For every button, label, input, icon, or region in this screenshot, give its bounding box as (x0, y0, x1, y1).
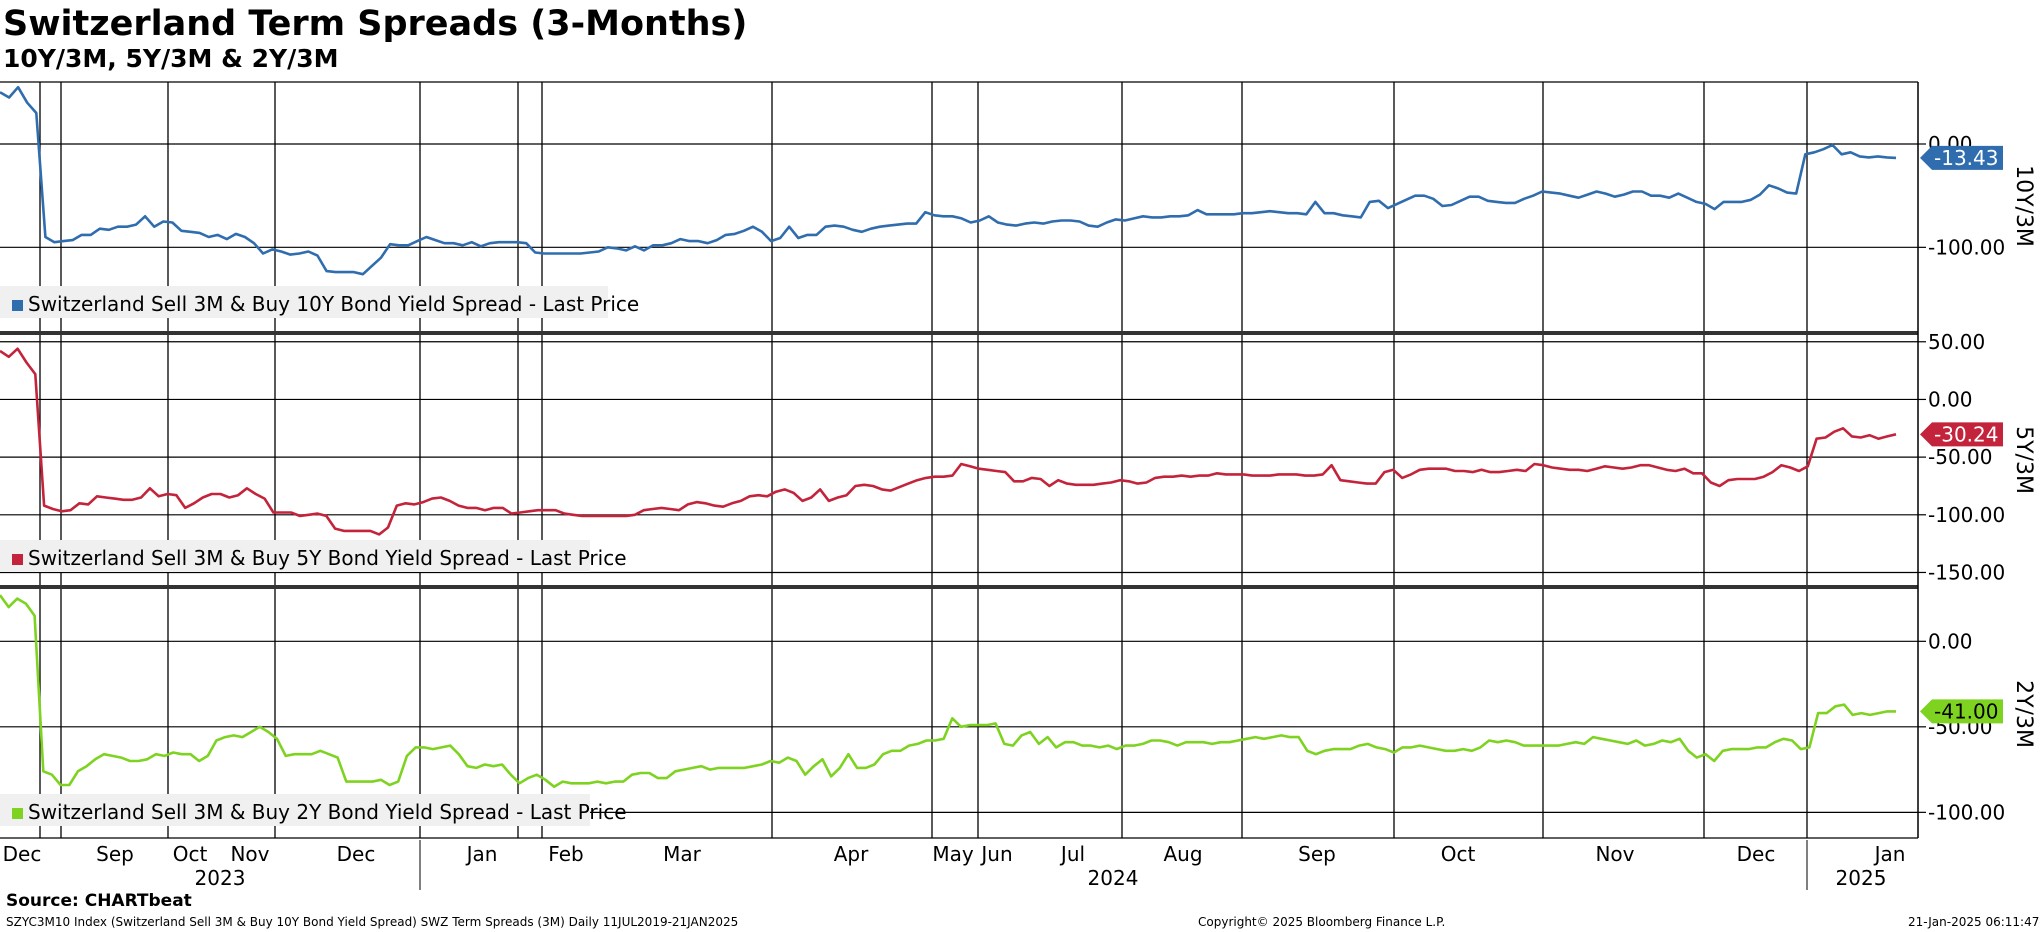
y-tick-label: -50.00 (1928, 445, 1992, 469)
series-line (0, 594, 1896, 789)
x-tick-label: Jan (465, 842, 498, 866)
panel-5y-3m: 50.00 0.00 -50.00 -100.00 -150.00 -30.24 5Y/3M… (0, 330, 2036, 584)
y-tick-label: -100.00 (1928, 235, 2005, 259)
last-value-label: -13.43 (1934, 146, 1998, 170)
chart-title: Switzerland Term Spreads (3-Months) (3, 4, 748, 44)
last-value-marker (1920, 145, 2003, 170)
x-tick-label: Jan (1873, 842, 1906, 866)
legend-label: Switzerland Sell 3M & Buy 5Y Bond Yield … (28, 546, 627, 570)
last-value-badge: -13.43 (1920, 145, 2003, 170)
x-tick-label: Dec (337, 842, 376, 866)
footer-copyright: Copyright© 2025 Bloomberg Finance L.P. (1198, 915, 1446, 929)
x-tick-label: Mar (663, 842, 702, 866)
panel-axis-label: 5Y/3M (2011, 426, 2036, 494)
last-value-label: -30.24 (1934, 422, 1998, 446)
last-value-badge: -41.00 (1920, 699, 2003, 724)
panel-axis-label: 2Y/3M (2011, 680, 2036, 748)
legend: Switzerland Sell 3M & Buy 2Y Bond Yield … (0, 794, 627, 826)
x-tick-label: Nov (1595, 842, 1634, 866)
y-tick-label: 50.00 (1928, 330, 1985, 354)
legend-background (0, 286, 608, 318)
legend-background (0, 540, 590, 572)
y-tick-label: -100.00 (1928, 503, 2005, 527)
x-axis: Dec Sep Oct Nov Dec Jan Feb Mar Apr May Jun Jul Aug S… (3, 840, 1906, 890)
panel-2y-3m: 0.00-50.00-100.00-41.00 2Y/3MSwitzerland … (0, 594, 2036, 826)
x-tick-label: Dec (1737, 842, 1776, 866)
series-line (0, 85, 1897, 276)
legend-background (0, 794, 590, 826)
legend-swatch (12, 554, 23, 565)
footer-timestamp: 21-Jan-2025 06:11:47 (1908, 915, 2040, 929)
y-tick-label: 0.00 (1928, 387, 1973, 411)
x-tick-label: May (932, 842, 974, 866)
last-value-marker (1920, 422, 2003, 447)
last-value-marker (1920, 699, 2003, 724)
x-year-label: 2025 (1836, 866, 1887, 890)
footer-source: Source: CHARTbeat (6, 891, 192, 911)
chart-subtitle: 10Y/3M, 5Y/3M & 2Y/3M (3, 44, 339, 73)
x-year-label: 2023 (195, 866, 246, 890)
x-tick-label: Jun (979, 842, 1012, 866)
footer-description: SZYC3M10 Index (Switzerland Sell 3M & Bu… (6, 915, 739, 929)
legend: Switzerland Sell 3M & Buy 10Y Bond Yield… (0, 286, 639, 318)
legend-label: Switzerland Sell 3M & Buy 10Y Bond Yield… (28, 292, 639, 316)
y-tick-label: 0.00 (1928, 629, 1973, 653)
legend-swatch (12, 300, 23, 311)
x-tick-label: Jul (1059, 842, 1085, 866)
x-tick-label: Nov (230, 842, 269, 866)
y-tick-label: -150.00 (1928, 560, 2005, 584)
x-tick-label: Dec (3, 842, 42, 866)
y-tick-label: -100.00 (1928, 800, 2005, 824)
x-tick-label: Sep (96, 842, 134, 866)
x-tick-label: Apr (834, 842, 869, 866)
x-tick-label: Sep (1298, 842, 1336, 866)
x-tick-label: Feb (548, 842, 583, 866)
chart-panels: 0.00 -100.00 -13.43 10Y/3M Switzerland Sell … (0, 81, 2036, 839)
last-value-label: -41.00 (1934, 699, 1998, 723)
panel-axis-label: 10Y/3M (2011, 165, 2036, 247)
x-tick-label: Oct (1441, 842, 1476, 866)
x-tick-label: Oct (173, 842, 208, 866)
legend-label: Switzerland Sell 3M & Buy 2Y Bond Yield … (28, 800, 627, 824)
x-tick-label: Aug (1163, 842, 1202, 866)
legend-swatch (12, 808, 23, 819)
last-value-badge: -30.24 (1920, 422, 2003, 447)
legend: Switzerland Sell 3M & Buy 5Y Bond Yield … (0, 540, 627, 572)
series-line (0, 347, 1897, 536)
x-year-label: 2024 (1088, 866, 1139, 890)
